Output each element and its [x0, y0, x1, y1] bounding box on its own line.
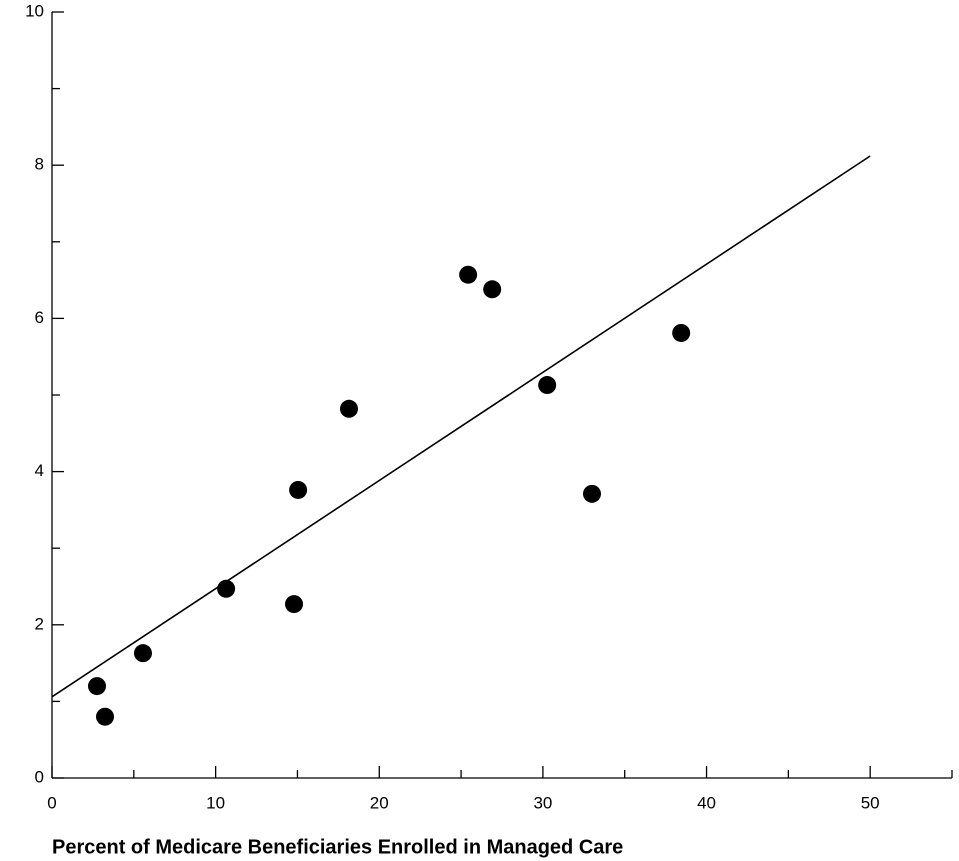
- x-tick-label: 30: [533, 793, 552, 812]
- x-tick-label: 10: [206, 793, 225, 812]
- point: [583, 484, 601, 503]
- point: [483, 280, 502, 299]
- point: [538, 376, 557, 395]
- y-tick-label: 10: [25, 1, 44, 20]
- x-axis-label: Percent of Medicare Beneficiaries Enroll…: [52, 836, 623, 858]
- y-tick-label: 2: [35, 614, 44, 633]
- point: [88, 677, 106, 696]
- x-tick-label: 0: [47, 793, 56, 812]
- y-tick-label: 4: [35, 461, 44, 480]
- point: [285, 595, 304, 614]
- point: [133, 644, 152, 663]
- trend-line: [51, 155, 871, 698]
- x-tick-label: 50: [861, 793, 880, 812]
- y-tick-label: 0: [35, 767, 44, 786]
- point: [289, 480, 308, 499]
- point: [217, 579, 236, 598]
- point: [96, 707, 115, 726]
- y-tick-label: 8: [35, 155, 44, 174]
- point: [459, 265, 478, 284]
- point: [672, 323, 691, 342]
- x-tick-label: 40: [697, 793, 716, 812]
- point: [340, 399, 358, 418]
- x-tick-label: 20: [370, 793, 389, 812]
- y-tick-label: 6: [35, 308, 44, 327]
